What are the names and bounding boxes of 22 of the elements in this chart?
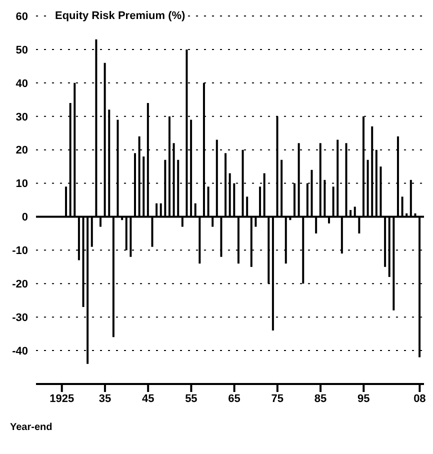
x-tick-label: 08 bbox=[414, 392, 426, 405]
y-tick-label: 60 bbox=[16, 10, 28, 23]
y-tick-label: -30 bbox=[12, 312, 28, 324]
x-axis-title: Year-end bbox=[10, 422, 52, 433]
y-tick-label: -40 bbox=[12, 345, 28, 358]
y-tick-label: 0 bbox=[22, 212, 28, 224]
x-tick-label: 55 bbox=[185, 392, 198, 405]
y-tick-label: -20 bbox=[12, 278, 28, 291]
x-tick-label: 45 bbox=[142, 392, 154, 405]
y-tick-label: 10 bbox=[16, 178, 28, 190]
x-tick-label: 1925 bbox=[50, 392, 74, 405]
y-tick-label: -10 bbox=[12, 245, 28, 258]
y-tick-label: 20 bbox=[16, 144, 28, 157]
chart-title: Equity Risk Premium (%) bbox=[52, 10, 188, 22]
x-tick-label: 95 bbox=[358, 392, 370, 405]
x-tick-label: 35 bbox=[98, 392, 112, 405]
x-tick-label: 85 bbox=[314, 392, 327, 405]
x-tick-label: 75 bbox=[271, 392, 284, 405]
y-tick-label: 50 bbox=[16, 44, 28, 56]
y-tick-label: 30 bbox=[16, 111, 28, 124]
y-tick-label: 40 bbox=[16, 78, 28, 90]
x-tick-label: 65 bbox=[228, 392, 240, 405]
